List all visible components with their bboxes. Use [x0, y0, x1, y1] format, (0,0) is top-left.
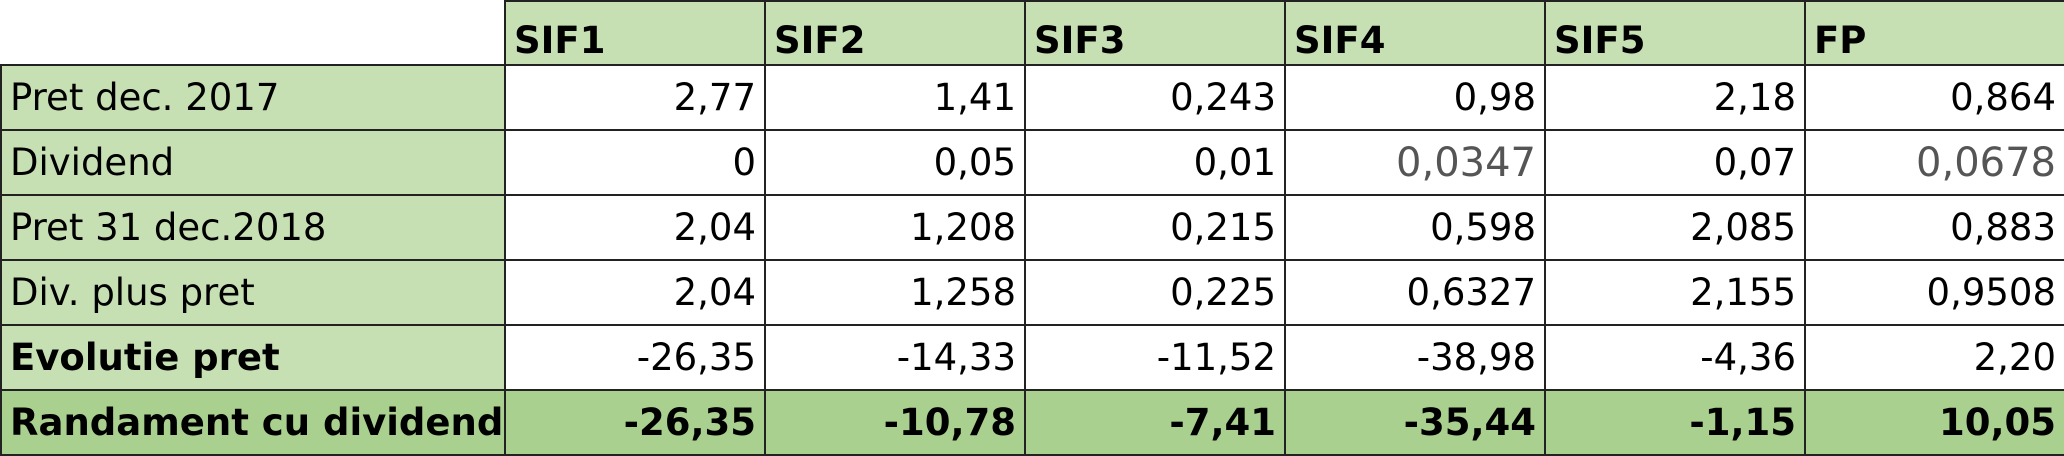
row-label: Pret dec. 2017 — [0, 64, 506, 131]
cell-value: 2,20 — [1804, 324, 2064, 391]
row-label: Randament cu dividend — [0, 389, 506, 456]
corner-cell — [1, 1, 506, 66]
row-label: Div. plus pret — [0, 259, 506, 326]
cell-value: 1,41 — [764, 64, 1026, 131]
table-row: Evolutie pret -26,35 -14,33 -11,52 -38,98 -4,… — [0, 324, 2064, 391]
cell-value: 1,258 — [764, 259, 1026, 326]
cell-value: -1,15 — [1544, 389, 1806, 456]
cell-value: 0,9508 — [1804, 259, 2064, 326]
cell-value: 0,07 — [1544, 129, 1806, 196]
column-header: SIF5 — [1544, 0, 1806, 66]
cell-value: 2,18 — [1544, 64, 1806, 131]
column-header: SIF4 — [1284, 0, 1546, 66]
cell-value: 0,883 — [1804, 194, 2064, 261]
cell-value: 0,98 — [1284, 64, 1546, 131]
cell-value: 2,77 — [504, 64, 766, 131]
cell-value: 2,04 — [504, 194, 766, 261]
table-row: Pret dec. 2017 2,77 1,41 0,243 0,98 2,18 0,864 — [0, 64, 2064, 131]
cell-value: -26,35 — [504, 324, 766, 391]
cell-value: 0,215 — [1024, 194, 1286, 261]
cell-value: -38,98 — [1284, 324, 1546, 391]
cell-value: 2,155 — [1544, 259, 1806, 326]
cell-value: 0,6327 — [1284, 259, 1546, 326]
cell-value: 0,0678 — [1804, 129, 2064, 196]
cell-value: -11,52 — [1024, 324, 1286, 391]
cell-value: -35,44 — [1284, 389, 1546, 456]
cell-value: 1,208 — [764, 194, 1026, 261]
column-header: SIF2 — [764, 0, 1026, 66]
cell-value: -4,36 — [1544, 324, 1806, 391]
table-row: Div. plus pret 2,04 1,258 0,225 0,6327 2,155 0… — [0, 259, 2064, 326]
cell-value: -7,41 — [1024, 389, 1286, 456]
cell-value: -14,33 — [764, 324, 1026, 391]
cell-value: -26,35 — [504, 389, 766, 456]
header-row: SIF1 SIF2 SIF3 SIF4 SIF5 FP — [1, 0, 2064, 66]
cell-value: 0 — [504, 129, 766, 196]
table-body: Pret dec. 2017 2,77 1,41 0,243 0,98 2,18 0,864… — [0, 64, 2064, 456]
table-row: Pret 31 dec.2018 2,04 1,208 0,215 0,598 2,085… — [0, 194, 2064, 261]
column-header: SIF3 — [1024, 0, 1286, 66]
row-label: Pret 31 dec.2018 — [0, 194, 506, 261]
cell-value: -10,78 — [764, 389, 1026, 456]
cell-value: 0,0347 — [1284, 129, 1546, 196]
cell-value: 10,05 — [1804, 389, 2064, 456]
table-row: Dividend 0 0,05 0,01 0,0347 0,07 0,0678 — [0, 129, 2064, 196]
column-header: SIF1 — [504, 0, 766, 66]
cell-value: 0,864 — [1804, 64, 2064, 131]
cell-value: 0,05 — [764, 129, 1026, 196]
cell-value: 2,04 — [504, 259, 766, 326]
cell-value: 0,598 — [1284, 194, 1546, 261]
column-header: FP — [1804, 0, 2064, 66]
cell-value: 0,243 — [1024, 64, 1286, 131]
cell-value: 2,085 — [1544, 194, 1806, 261]
row-label: Evolutie pret — [0, 324, 506, 391]
row-label: Dividend — [0, 129, 506, 196]
cell-value: 0,225 — [1024, 259, 1286, 326]
table-row: Randament cu dividend -26,35 -10,78 -7,41 -3… — [0, 389, 2064, 456]
cell-value: 0,01 — [1024, 129, 1286, 196]
